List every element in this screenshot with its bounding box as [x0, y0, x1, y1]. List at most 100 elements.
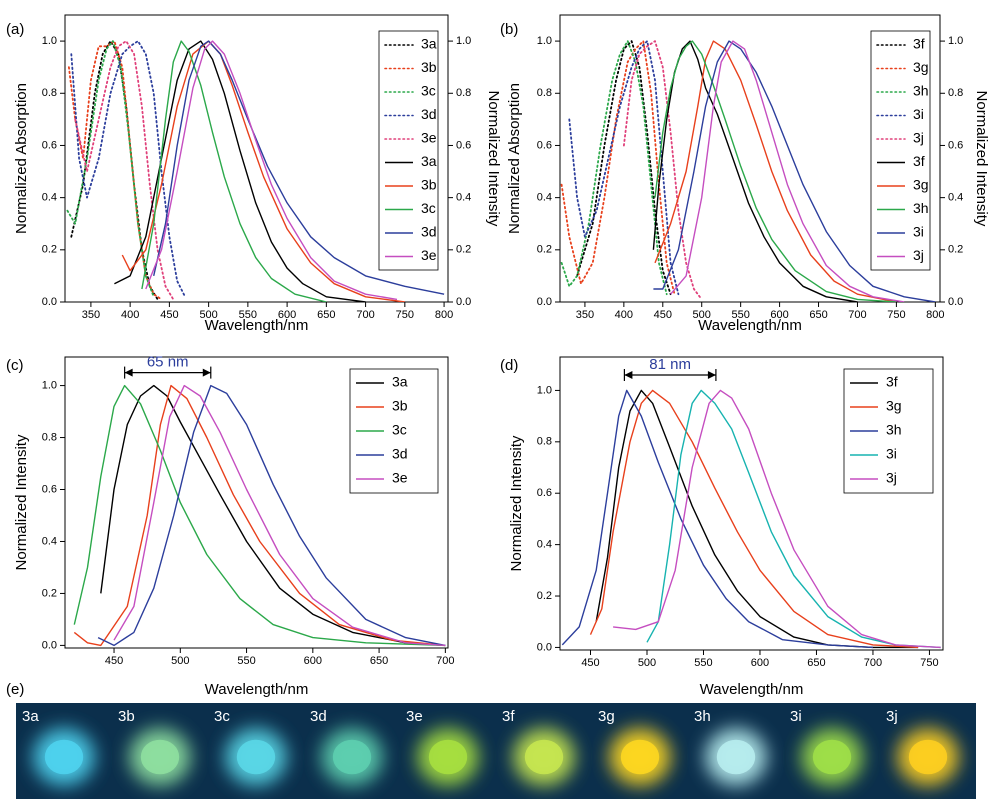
series-line: [595, 389, 919, 649]
y2-tick-label: 1.0: [948, 35, 963, 47]
legend-label: 3f: [886, 374, 898, 390]
x-tick-label: 600: [304, 655, 322, 667]
y-tick-label: 0.0: [537, 641, 552, 653]
legend-label: 3j: [886, 470, 897, 486]
y2-tick-label: 0.6: [456, 139, 471, 151]
series-line: [113, 384, 446, 647]
x-tick-label: 650: [317, 309, 335, 321]
y-tick-label: 0.2: [537, 590, 552, 602]
x-axis-title: Wavelength/nm: [205, 681, 309, 698]
photo-label: 3e: [406, 708, 423, 725]
x-tick-label: 800: [435, 309, 453, 321]
y2-tick-label: 0.2: [456, 244, 471, 256]
annotation-head: [624, 370, 633, 379]
legend-label: 3i: [913, 224, 924, 240]
y-axis-title: Normalized Absorption: [506, 83, 523, 234]
legend-label: 3a: [421, 36, 437, 52]
legend-label: 3d: [421, 106, 437, 122]
x-axis-title: Wavelength/nm: [698, 317, 802, 334]
series-line: [145, 40, 398, 301]
plot-frame: [64, 14, 449, 303]
x-tick-label: 600: [751, 657, 769, 669]
y-tick-label: 0.4: [537, 539, 552, 551]
legend-label: 3c: [421, 200, 436, 216]
photo-sample-core: [428, 739, 468, 775]
x-tick-label: 350: [576, 309, 594, 321]
series-line: [70, 40, 159, 301]
legend-label: 3f: [913, 153, 925, 169]
photo-sample-core: [44, 739, 84, 775]
photo-label: 3i: [790, 708, 802, 725]
series-line: [589, 389, 919, 649]
x-tick-label: 650: [807, 657, 825, 669]
y-tick-label: 0.6: [537, 139, 552, 151]
series-line: [100, 384, 446, 647]
y-tick-label: 0.2: [42, 587, 57, 599]
y2-axis-title: Normalized Intensity: [973, 91, 990, 227]
y-axis-title: Normalized Intensity: [13, 434, 30, 570]
y-tick-label: 1.0: [537, 384, 552, 396]
y-tick-label: 0.6: [42, 483, 57, 495]
y-tick-label: 0.6: [42, 139, 57, 151]
panel-label: (b): [500, 21, 518, 38]
plot-frame: [64, 356, 449, 649]
annotation-text: 81 nm: [649, 356, 691, 373]
series-line: [654, 40, 897, 302]
photo-label: 3f: [502, 708, 515, 725]
x-tick-label: 600: [770, 309, 788, 321]
y-tick-label: 0.8: [537, 436, 552, 448]
x-tick-label: 450: [105, 655, 123, 667]
y-tick-label: 0.0: [537, 296, 552, 308]
x-tick-label: 400: [615, 309, 633, 321]
photo-label: 3a: [22, 708, 39, 725]
legend-label: 3i: [913, 106, 924, 122]
y-tick-label: 1.0: [42, 379, 57, 391]
series-line: [623, 40, 703, 301]
x-tick-label: 500: [199, 309, 217, 321]
series-line: [613, 389, 941, 649]
y2-tick-label: 0.6: [948, 139, 963, 151]
legend-label: 3e: [421, 247, 437, 263]
legend-frame: [349, 368, 439, 494]
legend-label: 3a: [392, 374, 408, 390]
series-line: [653, 40, 936, 302]
series-line: [141, 40, 327, 302]
x-tick-label: 750: [920, 657, 938, 669]
panel-label: (a): [6, 21, 24, 38]
series-line: [153, 40, 445, 295]
x-tick-label: 550: [239, 309, 257, 321]
y2-tick-label: 0.4: [948, 192, 963, 204]
photo-label: 3b: [118, 708, 135, 725]
photo-label: 3h: [694, 708, 711, 725]
legend-label: 3b: [392, 398, 408, 414]
legend-label: 3h: [913, 200, 929, 216]
legend-label: 3a: [421, 153, 437, 169]
legend-label: 3d: [421, 224, 437, 240]
legend-label: 3h: [913, 83, 929, 99]
legend-label: 3j: [913, 130, 924, 146]
y2-tick-label: 0.0: [456, 296, 471, 308]
series-line: [654, 40, 897, 302]
x-tick-label: 700: [356, 309, 374, 321]
series-line: [66, 40, 155, 298]
y2-tick-label: 0.0: [948, 296, 963, 308]
annotation-head: [707, 370, 716, 379]
legend-label: 3g: [913, 59, 929, 75]
photo-label: 3c: [214, 708, 230, 725]
photo-label: 3j: [886, 708, 898, 725]
x-tick-label: 450: [654, 309, 672, 321]
series-line: [73, 384, 446, 647]
x-tick-label: 700: [848, 309, 866, 321]
legend-label: 3g: [886, 398, 902, 414]
y-tick-label: 0.6: [537, 487, 552, 499]
y2-tick-label: 0.4: [456, 192, 471, 204]
legend-label: 3i: [886, 446, 897, 462]
x-tick-label: 650: [370, 655, 388, 667]
x-tick-label: 550: [731, 309, 749, 321]
series-line: [121, 40, 405, 302]
y-axis-title: Normalized Absorption: [13, 83, 30, 234]
x-tick-label: 350: [82, 309, 100, 321]
photo-sample-core: [332, 739, 372, 775]
series-line: [97, 384, 446, 647]
photo-label: 3d: [310, 708, 327, 725]
